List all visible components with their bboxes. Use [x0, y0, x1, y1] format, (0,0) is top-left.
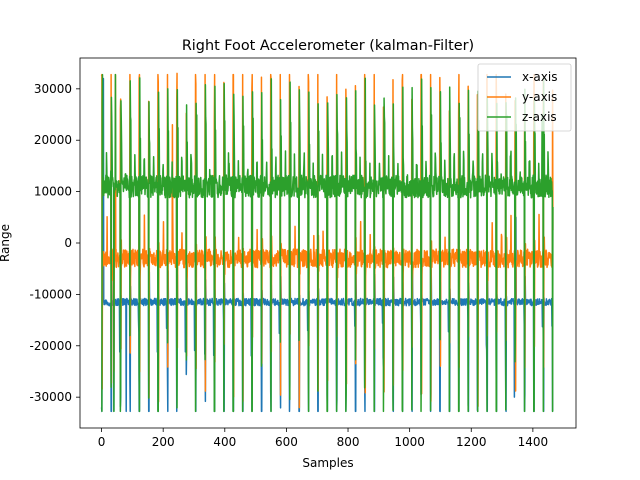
x-tick-label: 800: [337, 435, 360, 449]
x-tick-label: 400: [213, 435, 236, 449]
legend-label: z-axis: [522, 110, 557, 124]
y-tick-label: 20000: [34, 133, 72, 147]
y-tick-label: 0: [64, 236, 72, 250]
y-tick-label: -10000: [29, 287, 72, 301]
y-tick-label: -20000: [29, 339, 72, 353]
x-tick-label: 200: [152, 435, 175, 449]
series-line-z-axis: [101, 73, 554, 413]
legend: x-axis y-axis z-axis: [477, 63, 572, 132]
x-axis-label: Samples: [302, 456, 353, 470]
x-tick-label: 1000: [394, 435, 425, 449]
y-tick-label: -30000: [29, 390, 72, 404]
legend-label: y-axis: [522, 90, 557, 104]
x-tick-label: 0: [98, 435, 106, 449]
x-tick-label: 600: [275, 435, 298, 449]
y-tick-label: 10000: [34, 185, 72, 199]
x-tick-label: 1400: [518, 435, 549, 449]
y-axis-label: Range: [0, 224, 12, 262]
y-tick-label: 30000: [34, 82, 72, 96]
x-axis-ticks: 0 200 400 600 800 1000 1200 1400: [98, 428, 548, 449]
y-axis-ticks: -30000 -20000 -10000 0 10000 20000 30000: [29, 82, 80, 404]
x-tick-label: 1200: [456, 435, 487, 449]
legend-label: x-axis: [522, 70, 557, 84]
chart-title: Right Foot Accelerometer (kalman-Filter): [182, 38, 474, 54]
legend-box: [477, 63, 572, 132]
